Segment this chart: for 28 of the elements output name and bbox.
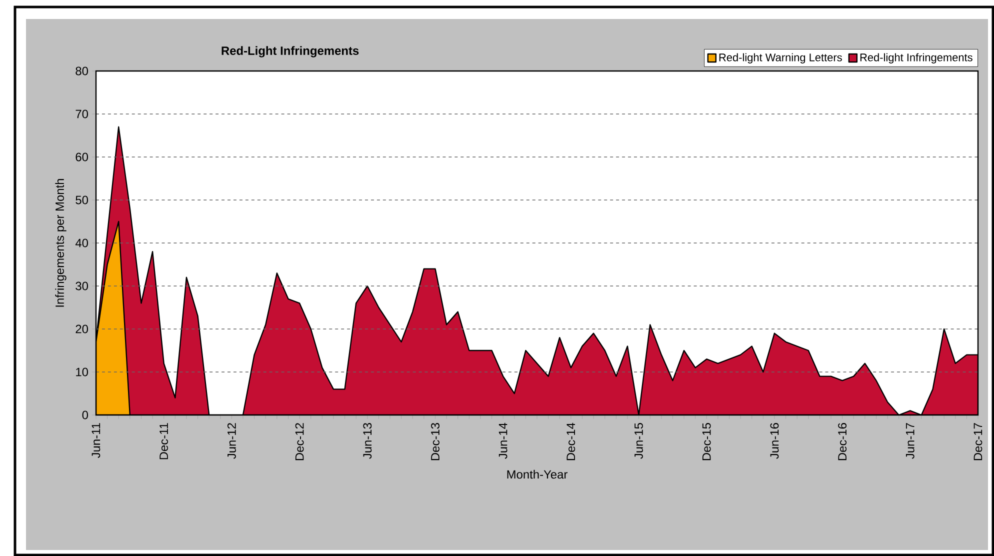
x-tick-label: Jun-13 bbox=[363, 423, 372, 459]
y-tick-label: 20 bbox=[76, 324, 88, 334]
y-tick-label: 0 bbox=[82, 410, 88, 420]
x-axis-title: Month-Year bbox=[507, 470, 568, 479]
x-tick-label: Jun-14 bbox=[498, 422, 508, 459]
x-tick-label: Jun-17 bbox=[906, 423, 914, 459]
x-tick-label: Jun-15 bbox=[634, 423, 643, 459]
x-tick-label: Dec-14 bbox=[566, 422, 576, 460]
legend-label: Red-light Warning Letters bbox=[719, 53, 842, 64]
y-tick-label: 80 bbox=[76, 66, 88, 76]
legend-label: Red-light Infringements bbox=[860, 53, 972, 64]
x-tick-label: Dec-17 bbox=[974, 423, 982, 460]
y-tick-label: 30 bbox=[76, 282, 88, 290]
x-tick-label: Dec-15 bbox=[702, 423, 711, 460]
x-tick-label: Dec-11 bbox=[160, 423, 168, 460]
x-tick-label: Jun-11 bbox=[92, 423, 100, 458]
y-tick-label: 10 bbox=[76, 368, 88, 376]
y-axis-title: Infringements per Month bbox=[55, 179, 66, 307]
x-tick-label: Jun-16 bbox=[770, 423, 779, 459]
x-tick-label: Dec-12 bbox=[295, 423, 304, 460]
y-tick-label: 50 bbox=[76, 196, 88, 204]
chart-title: Red-Light Infringements bbox=[222, 46, 359, 58]
x-tick-label: Dec-16 bbox=[838, 423, 847, 460]
x-tick-label: Jun-12 bbox=[227, 423, 236, 459]
y-tick-label: 40 bbox=[75, 238, 88, 248]
x-tick-label: Dec-13 bbox=[431, 423, 440, 460]
y-tick-label: 70 bbox=[76, 110, 88, 118]
y-tick-label: 60 bbox=[76, 152, 88, 162]
